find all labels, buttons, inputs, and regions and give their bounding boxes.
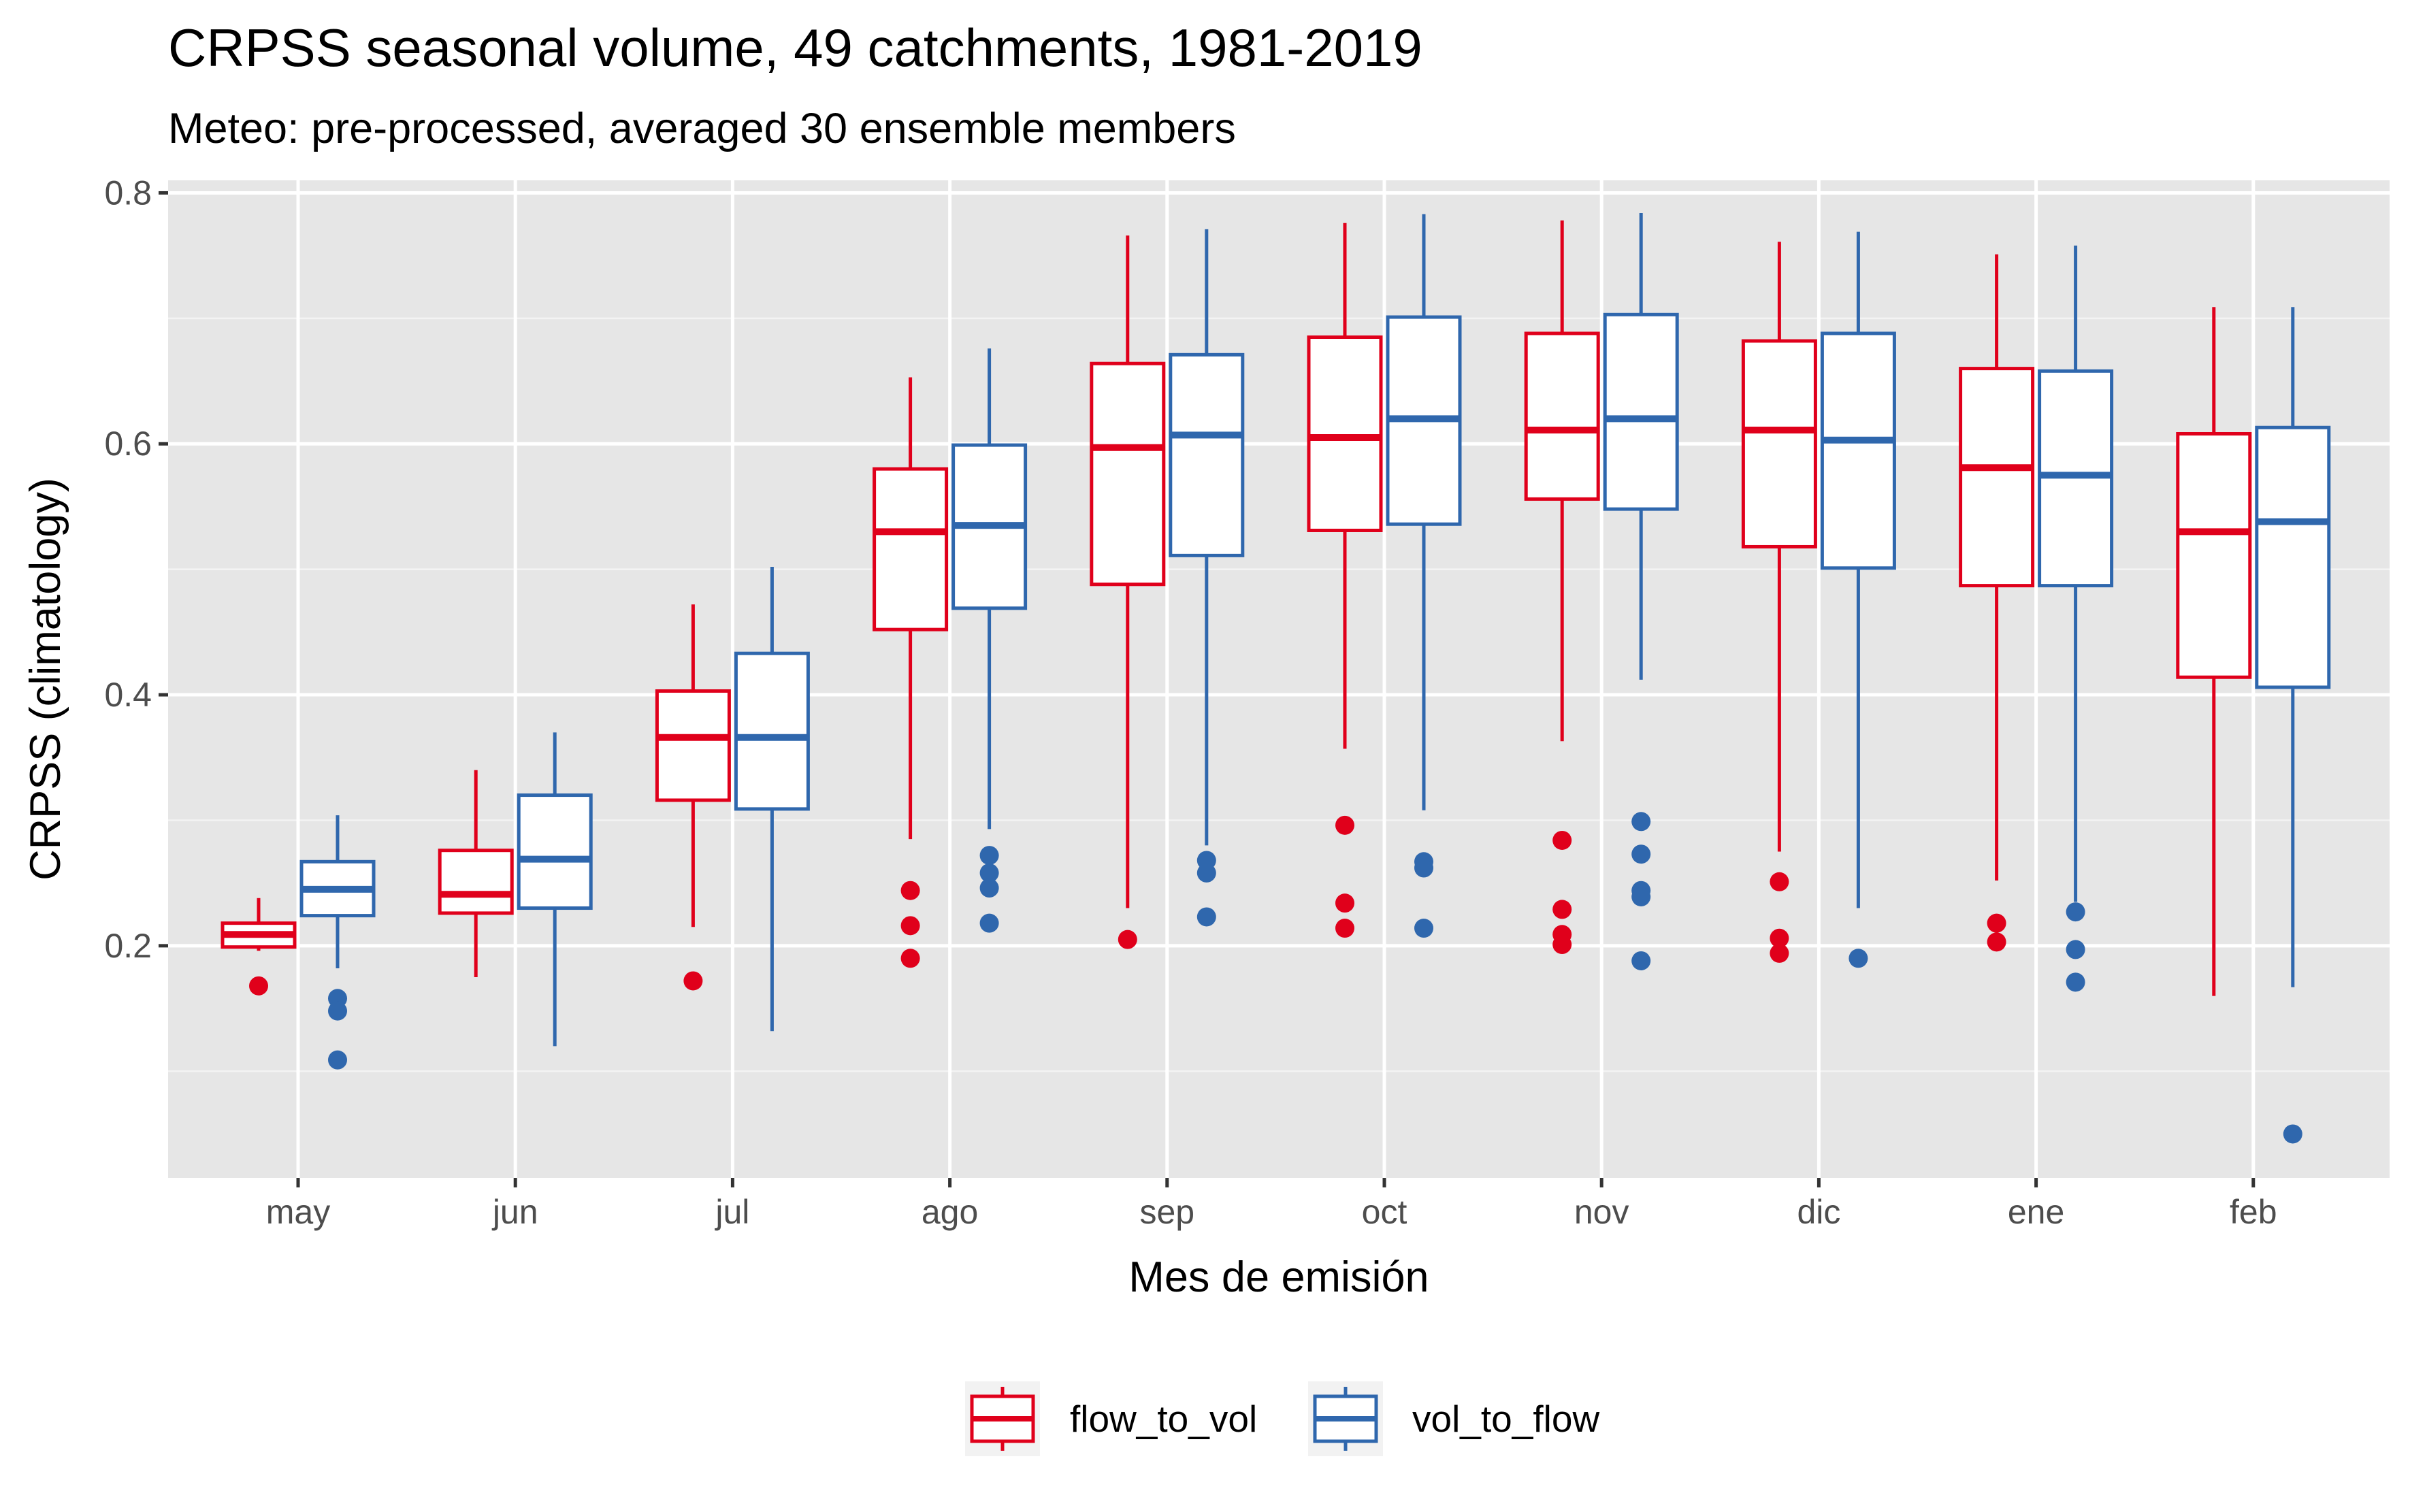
outlier-point-0 <box>249 976 268 996</box>
box-flow_to_vol-sep <box>1090 235 1166 949</box>
plot-panel <box>168 180 2390 1178</box>
legend-key-flow_to_vol <box>965 1381 1040 1456</box>
y-tick-label-2: 0.6 <box>104 425 152 463</box>
box-iqr <box>734 651 810 811</box>
box-iqr <box>1090 361 1166 587</box>
x-tick-label-jul: jul <box>714 1193 749 1231</box>
outlier-point-2 <box>979 878 999 898</box>
outlier-point-0 <box>2283 1124 2302 1144</box>
outlier-point-0 <box>900 881 920 900</box>
y-tick-label-3: 0.8 <box>104 174 152 212</box>
outlier-point-1 <box>900 916 920 936</box>
outlier-point-0 <box>1631 812 1651 832</box>
outlier-point-0 <box>1849 949 1868 968</box>
x-tick-label-dic: dic <box>1797 1193 1840 1231</box>
boxplots <box>221 212 2331 1144</box>
box-iqr <box>655 689 731 802</box>
outlier-point-4 <box>1631 951 1651 970</box>
outlier-point-0 <box>1118 930 1137 949</box>
outlier-point-1 <box>328 1001 347 1021</box>
box-vol_to_flow-ene <box>2038 245 2114 992</box>
legend: flow_to_vol vol_to_flow <box>965 1381 1599 1456</box>
outlier-point-2 <box>2066 972 2085 992</box>
box-vol_to_flow-sep <box>1169 229 1245 927</box>
box-vol_to_flow-jul <box>734 566 810 1032</box>
outlier-point-3 <box>1631 887 1651 906</box>
x-axis: may jun jul ago sep oct nov dic ene feb <box>266 1178 2277 1231</box>
box-iqr <box>517 793 593 910</box>
legend-label-vol_to_flow: vol_to_flow <box>1412 1398 1599 1440</box>
outlier-point-0 <box>1987 913 2006 933</box>
x-tick-label-feb: feb <box>2230 1193 2277 1231</box>
box-iqr <box>1959 367 2035 588</box>
box-flow_to_vol-nov <box>1524 220 1600 955</box>
y-axis-title: CRPSS (climatology) <box>22 478 69 881</box>
box-iqr <box>1603 312 1679 511</box>
outlier-point-2 <box>1414 919 1433 938</box>
outlier-point-1 <box>1552 900 1572 919</box>
outlier-point-1 <box>1770 928 1789 948</box>
box-iqr <box>1820 331 1896 570</box>
box-iqr <box>2176 431 2252 679</box>
chart-title: CRPSS seasonal volume, 49 catchments, 19… <box>168 18 1422 78</box>
box-iqr <box>2255 425 2331 689</box>
box-flow_to_vol-may <box>221 898 297 996</box>
outlier-point-1 <box>1631 844 1651 864</box>
outlier-point-0 <box>1335 815 1354 835</box>
box-vol_to_flow-feb <box>2255 307 2331 1144</box>
box-flow_to_vol-ene <box>1959 254 2035 952</box>
box-vol_to_flow-ago <box>951 348 1028 933</box>
outlier-point-1 <box>1196 863 1216 883</box>
box-iqr <box>1741 339 1817 548</box>
x-tick-label-ene: ene <box>2008 1193 2064 1231</box>
box-vol_to_flow-may <box>299 815 376 1070</box>
x-tick-label-ago: ago <box>922 1193 978 1231</box>
outlier-point-1 <box>2066 940 2085 959</box>
x-tick-label-jun: jun <box>491 1193 538 1231</box>
outlier-point-2 <box>1335 919 1354 938</box>
y-tick-label-0: 0.2 <box>104 927 152 965</box>
outlier-point-1 <box>1335 893 1354 913</box>
outlier-point-0 <box>2066 902 2085 922</box>
outlier-point-0 <box>1770 872 1789 891</box>
legend-label-flow_to_vol: flow_to_vol <box>1070 1398 1257 1440</box>
box-flow_to_vol-feb <box>2176 307 2252 996</box>
box-vol_to_flow-oct <box>1386 214 1462 938</box>
x-axis-title: Mes de emisión <box>1128 1253 1429 1301</box>
box-vol_to_flow-nov <box>1603 212 1679 970</box>
box-vol_to_flow-dic <box>1820 231 1896 968</box>
outlier-point-2 <box>1196 907 1216 927</box>
x-tick-label-sep: sep <box>1139 1193 1194 1231</box>
x-tick-label-may: may <box>266 1193 330 1231</box>
box-flow_to_vol-dic <box>1741 242 1817 963</box>
box-iqr <box>438 849 514 915</box>
box-iqr <box>1307 335 1383 532</box>
outlier-point-0 <box>1552 830 1572 850</box>
box-vol_to_flow-jun <box>517 732 593 1047</box>
outlier-point-1 <box>1987 932 2006 952</box>
outlier-point-2 <box>900 949 920 968</box>
outlier-point-2 <box>328 1050 347 1070</box>
box-flow_to_vol-jun <box>438 770 514 977</box>
legend-key-vol_to_flow <box>1308 1381 1383 1456</box>
y-tick-label-1: 0.4 <box>104 676 152 714</box>
chart-subtitle: Meteo: pre-processed, averaged 30 ensemb… <box>168 105 1236 152</box>
outlier-point-2 <box>1770 943 1789 963</box>
x-tick-label-nov: nov <box>1574 1193 1629 1231</box>
box-iqr <box>1169 352 1245 557</box>
box-flow_to_vol-ago <box>873 377 949 968</box>
outlier-point-0 <box>683 971 703 991</box>
y-axis: 0.2 0.4 0.6 0.8 <box>104 174 168 965</box>
box-iqr <box>1524 331 1600 501</box>
box-flow_to_vol-oct <box>1307 223 1383 938</box>
outlier-point-1 <box>1414 858 1433 878</box>
outlier-point-3 <box>1552 935 1572 955</box>
box-iqr <box>873 467 949 631</box>
x-tick-label-oct: oct <box>1362 1193 1407 1231</box>
outlier-point-0 <box>979 846 999 866</box>
outlier-point-1 <box>979 863 999 883</box>
box-flow_to_vol-jul <box>655 604 731 991</box>
outlier-point-3 <box>979 913 999 933</box>
